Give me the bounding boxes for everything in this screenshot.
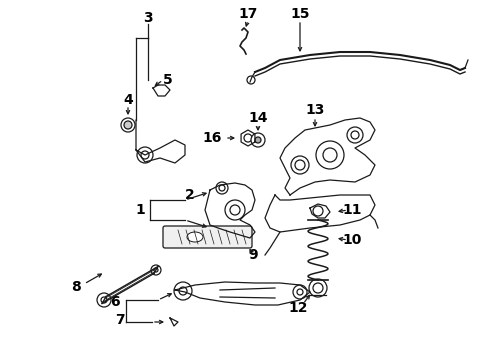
- Text: 5: 5: [163, 73, 173, 87]
- Ellipse shape: [187, 232, 203, 242]
- Text: 4: 4: [123, 93, 133, 107]
- Text: 16: 16: [203, 131, 222, 145]
- Text: 14: 14: [248, 111, 268, 125]
- Text: 3: 3: [143, 11, 153, 25]
- Text: 12: 12: [288, 301, 308, 315]
- Circle shape: [151, 265, 161, 275]
- Text: 11: 11: [342, 203, 362, 217]
- Text: 9: 9: [248, 248, 258, 262]
- Circle shape: [251, 133, 265, 147]
- Text: 2: 2: [185, 188, 195, 202]
- Text: 1: 1: [135, 203, 145, 217]
- FancyBboxPatch shape: [163, 226, 252, 248]
- Text: 17: 17: [238, 7, 258, 21]
- Text: 8: 8: [71, 280, 81, 294]
- Text: 7: 7: [115, 313, 125, 327]
- Circle shape: [309, 279, 327, 297]
- Text: 13: 13: [305, 103, 325, 117]
- Circle shape: [216, 182, 228, 194]
- Circle shape: [121, 118, 135, 132]
- Circle shape: [137, 147, 153, 163]
- Text: 15: 15: [290, 7, 310, 21]
- Circle shape: [293, 285, 307, 299]
- Text: 10: 10: [343, 233, 362, 247]
- Circle shape: [174, 282, 192, 300]
- Circle shape: [124, 121, 132, 129]
- Circle shape: [255, 137, 261, 143]
- Text: 6: 6: [110, 295, 120, 309]
- Circle shape: [97, 293, 111, 307]
